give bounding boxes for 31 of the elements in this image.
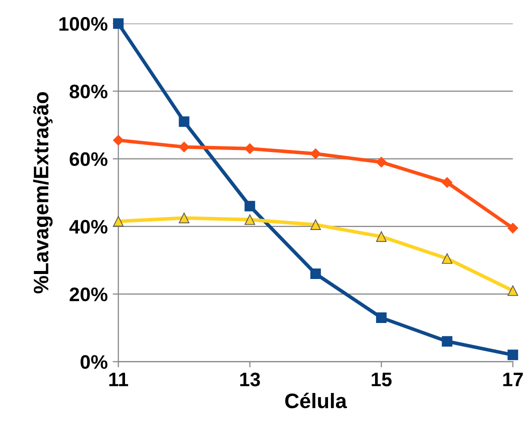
point [178,212,190,224]
y-tick-label: 20% [70,288,108,302]
y-tick-label: 60% [70,152,108,166]
point [442,177,452,188]
x-tick-label: 15 [372,372,392,386]
y-tick-label: 0% [80,355,108,369]
point [508,350,518,360]
point [113,134,124,146]
point [178,116,190,127]
y-tick-label: 80% [70,84,108,98]
point [310,148,321,160]
x-tick-label: 17 [503,372,523,386]
x-tick-label: 11 [109,372,128,386]
point [244,143,256,154]
point [310,219,321,230]
point [508,285,518,296]
point [244,214,256,225]
y-tick-label: 100% [59,17,108,31]
point [376,231,387,242]
x-axis-title: Célula [285,392,347,408]
point [508,222,518,234]
y-tick-label: 40% [69,220,108,234]
point [376,156,387,168]
x-tick-label: 13 [240,372,260,386]
point [310,268,321,280]
point [442,336,452,347]
point [178,142,190,152]
y-axis-title: %Lavagem/Extração [33,92,53,294]
point [244,200,256,212]
point [376,312,387,323]
point [442,253,452,264]
